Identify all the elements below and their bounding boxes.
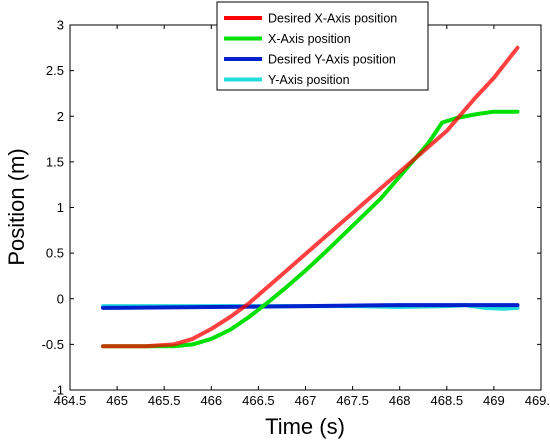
x-tick-label: 466 [200, 393, 222, 408]
legend-label: Desired X-Axis position [268, 12, 397, 26]
y-tick-label: 1.5 [46, 154, 64, 169]
x-tick-label: 467 [295, 393, 317, 408]
x-axis-label: Time (s) [265, 414, 345, 439]
x-tick-label: 464.5 [54, 393, 87, 408]
y-axis-label: Position (m) [4, 148, 29, 265]
y-tick-label: 2 [57, 109, 64, 124]
x-tick-label: 467.5 [336, 393, 369, 408]
series-line-2 [101, 303, 520, 310]
data-lines [101, 45, 520, 349]
y-tick-label: 3 [57, 18, 64, 33]
y-tick-label: 1 [57, 200, 64, 215]
x-tick-label: 469.5 [525, 393, 550, 408]
legend: Desired X-Axis position X-Axis position De… [216, 1, 429, 91]
x-tick-label: 465.5 [148, 393, 181, 408]
y-tick-label: 0 [57, 291, 64, 306]
y-tick-label: 2.5 [46, 63, 64, 78]
legend-label: X-Axis position [268, 32, 351, 46]
x-tick-label: 469 [483, 393, 505, 408]
x-tick-label: 468.5 [431, 393, 464, 408]
legend-label: Desired Y-Axis position [268, 53, 396, 67]
series-line-0 [101, 45, 520, 349]
y-tick-label: -1 [52, 383, 64, 398]
legend-label: Y-Axis position [268, 73, 350, 87]
series-line-1 [101, 109, 520, 349]
x-tick-label: 465 [106, 393, 128, 408]
axis-ticks: 464.5 465 465.5 466 466.5 467 467.5 468 468.5 469… [42, 18, 550, 409]
y-tick-label: -0.5 [42, 337, 64, 352]
y-tick-label: 0.5 [46, 246, 64, 261]
x-tick-label: 468 [389, 393, 411, 408]
x-tick-label: 466.5 [242, 393, 275, 408]
